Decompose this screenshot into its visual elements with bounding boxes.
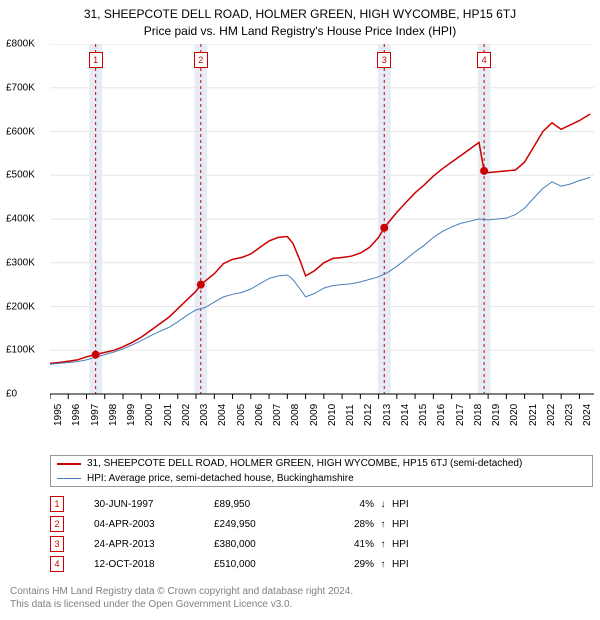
chart-title-line2: Price paid vs. HM Land Registry's House …: [0, 23, 600, 40]
xtick-label: 2022: [546, 404, 557, 426]
xtick-label: 2014: [400, 404, 411, 426]
xtick-label: 1996: [71, 404, 82, 426]
transaction-price: £510,000: [214, 559, 314, 570]
chart-area: [50, 44, 594, 424]
transaction-diff: 28%: [314, 519, 374, 530]
xtick-label: 2020: [509, 404, 520, 426]
xtick-label: 2002: [181, 404, 192, 426]
sale-dot-1: [92, 351, 100, 359]
transaction-diff: 4%: [314, 499, 374, 510]
xtick-label: 2013: [382, 404, 393, 426]
arrow-up-icon: ↑: [374, 539, 392, 550]
transaction-badge: 1: [50, 496, 64, 512]
page-root: 31, SHEEPCOTE DELL ROAD, HOLMER GREEN, H…: [0, 0, 600, 620]
xtick-label: 2001: [163, 404, 174, 426]
arrow-up-icon: ↑: [374, 519, 392, 530]
xtick-label: 1998: [108, 404, 119, 426]
arrow-down-icon: ↓: [374, 499, 392, 510]
arrow-up-icon: ↑: [374, 559, 392, 570]
ytick-label: £700K: [6, 82, 52, 93]
transaction-row: 1 30-JUN-1997£89,9504%↓HPI: [50, 494, 432, 514]
sale-marker-badge-2: 2: [194, 52, 208, 68]
xtick-label: 2009: [309, 404, 320, 426]
sale-marker-badge-1: 1: [89, 52, 103, 68]
ytick-label: £0: [6, 389, 52, 400]
transaction-badge: 2: [50, 516, 64, 532]
transaction-date: 24-APR-2013: [94, 539, 214, 550]
legend-box: 31, SHEEPCOTE DELL ROAD, HOLMER GREEN, H…: [50, 455, 593, 487]
xtick-label: 2003: [199, 404, 210, 426]
transaction-hpi-label: HPI: [392, 499, 432, 510]
legend-swatch: [57, 478, 81, 479]
footer-attribution: Contains HM Land Registry data © Crown c…: [10, 585, 353, 611]
ytick-label: £100K: [6, 345, 52, 356]
transaction-row: 4 12-OCT-2018£510,00029%↑HPI: [50, 554, 432, 574]
legend-label: 31, SHEEPCOTE DELL ROAD, HOLMER GREEN, H…: [87, 458, 522, 469]
series-line-property: [50, 114, 590, 363]
chart-svg: [50, 44, 594, 402]
xtick-label: 2004: [217, 404, 228, 426]
transaction-row: 2 04-APR-2003£249,95028%↑HPI: [50, 514, 432, 534]
ytick-label: £200K: [6, 301, 52, 312]
xtick-label: 1997: [90, 404, 101, 426]
transaction-badge: 4: [50, 556, 64, 572]
xtick-label: 2017: [455, 404, 466, 426]
ytick-label: £600K: [6, 126, 52, 137]
legend-swatch: [57, 463, 81, 465]
xtick-label: 2021: [528, 404, 539, 426]
xtick-label: 2000: [144, 404, 155, 426]
xtick-label: 2008: [290, 404, 301, 426]
ytick-label: £800K: [6, 39, 52, 50]
transaction-price: £380,000: [214, 539, 314, 550]
footer-line1: Contains HM Land Registry data © Crown c…: [10, 585, 353, 598]
chart-title-line1: 31, SHEEPCOTE DELL ROAD, HOLMER GREEN, H…: [0, 0, 600, 23]
transaction-hpi-label: HPI: [392, 539, 432, 550]
xtick-label: 2007: [272, 404, 283, 426]
xtick-label: 1995: [53, 404, 64, 426]
xtick-label: 2011: [345, 404, 356, 426]
transaction-hpi-label: HPI: [392, 559, 432, 570]
legend-label: HPI: Average price, semi-detached house,…: [87, 473, 354, 484]
transaction-hpi-label: HPI: [392, 519, 432, 530]
xtick-label: 2012: [363, 404, 374, 426]
sale-marker-badge-4: 4: [477, 52, 491, 68]
ytick-label: £400K: [6, 214, 52, 225]
xtick-label: 1999: [126, 404, 137, 426]
footer-line2: This data is licensed under the Open Gov…: [10, 598, 353, 611]
transaction-date: 12-OCT-2018: [94, 559, 214, 570]
xtick-label: 2006: [254, 404, 265, 426]
xtick-label: 2024: [582, 404, 593, 426]
xtick-label: 2023: [564, 404, 575, 426]
legend-item: 31, SHEEPCOTE DELL ROAD, HOLMER GREEN, H…: [51, 456, 592, 471]
xtick-label: 2005: [236, 404, 247, 426]
xtick-label: 2015: [418, 404, 429, 426]
transactions-table: 130-JUN-1997£89,9504%↓HPI204-APR-2003£24…: [50, 494, 432, 574]
sale-marker-badge-3: 3: [377, 52, 391, 68]
transaction-diff: 29%: [314, 559, 374, 570]
transaction-date: 30-JUN-1997: [94, 499, 214, 510]
transaction-row: 3 24-APR-2013£380,00041%↑HPI: [50, 534, 432, 554]
xtick-label: 2019: [491, 404, 502, 426]
ytick-label: £300K: [6, 257, 52, 268]
sale-dot-3: [380, 224, 388, 232]
sale-dot-4: [480, 167, 488, 175]
legend-item: HPI: Average price, semi-detached house,…: [51, 471, 592, 486]
xtick-label: 2018: [473, 404, 484, 426]
xtick-label: 2010: [327, 404, 338, 426]
transaction-price: £89,950: [214, 499, 314, 510]
series-line-hpi: [50, 177, 590, 364]
xtick-label: 2016: [436, 404, 447, 426]
transaction-price: £249,950: [214, 519, 314, 530]
transaction-badge: 3: [50, 536, 64, 552]
transaction-date: 04-APR-2003: [94, 519, 214, 530]
sale-dot-2: [197, 281, 205, 289]
transaction-diff: 41%: [314, 539, 374, 550]
ytick-label: £500K: [6, 170, 52, 181]
